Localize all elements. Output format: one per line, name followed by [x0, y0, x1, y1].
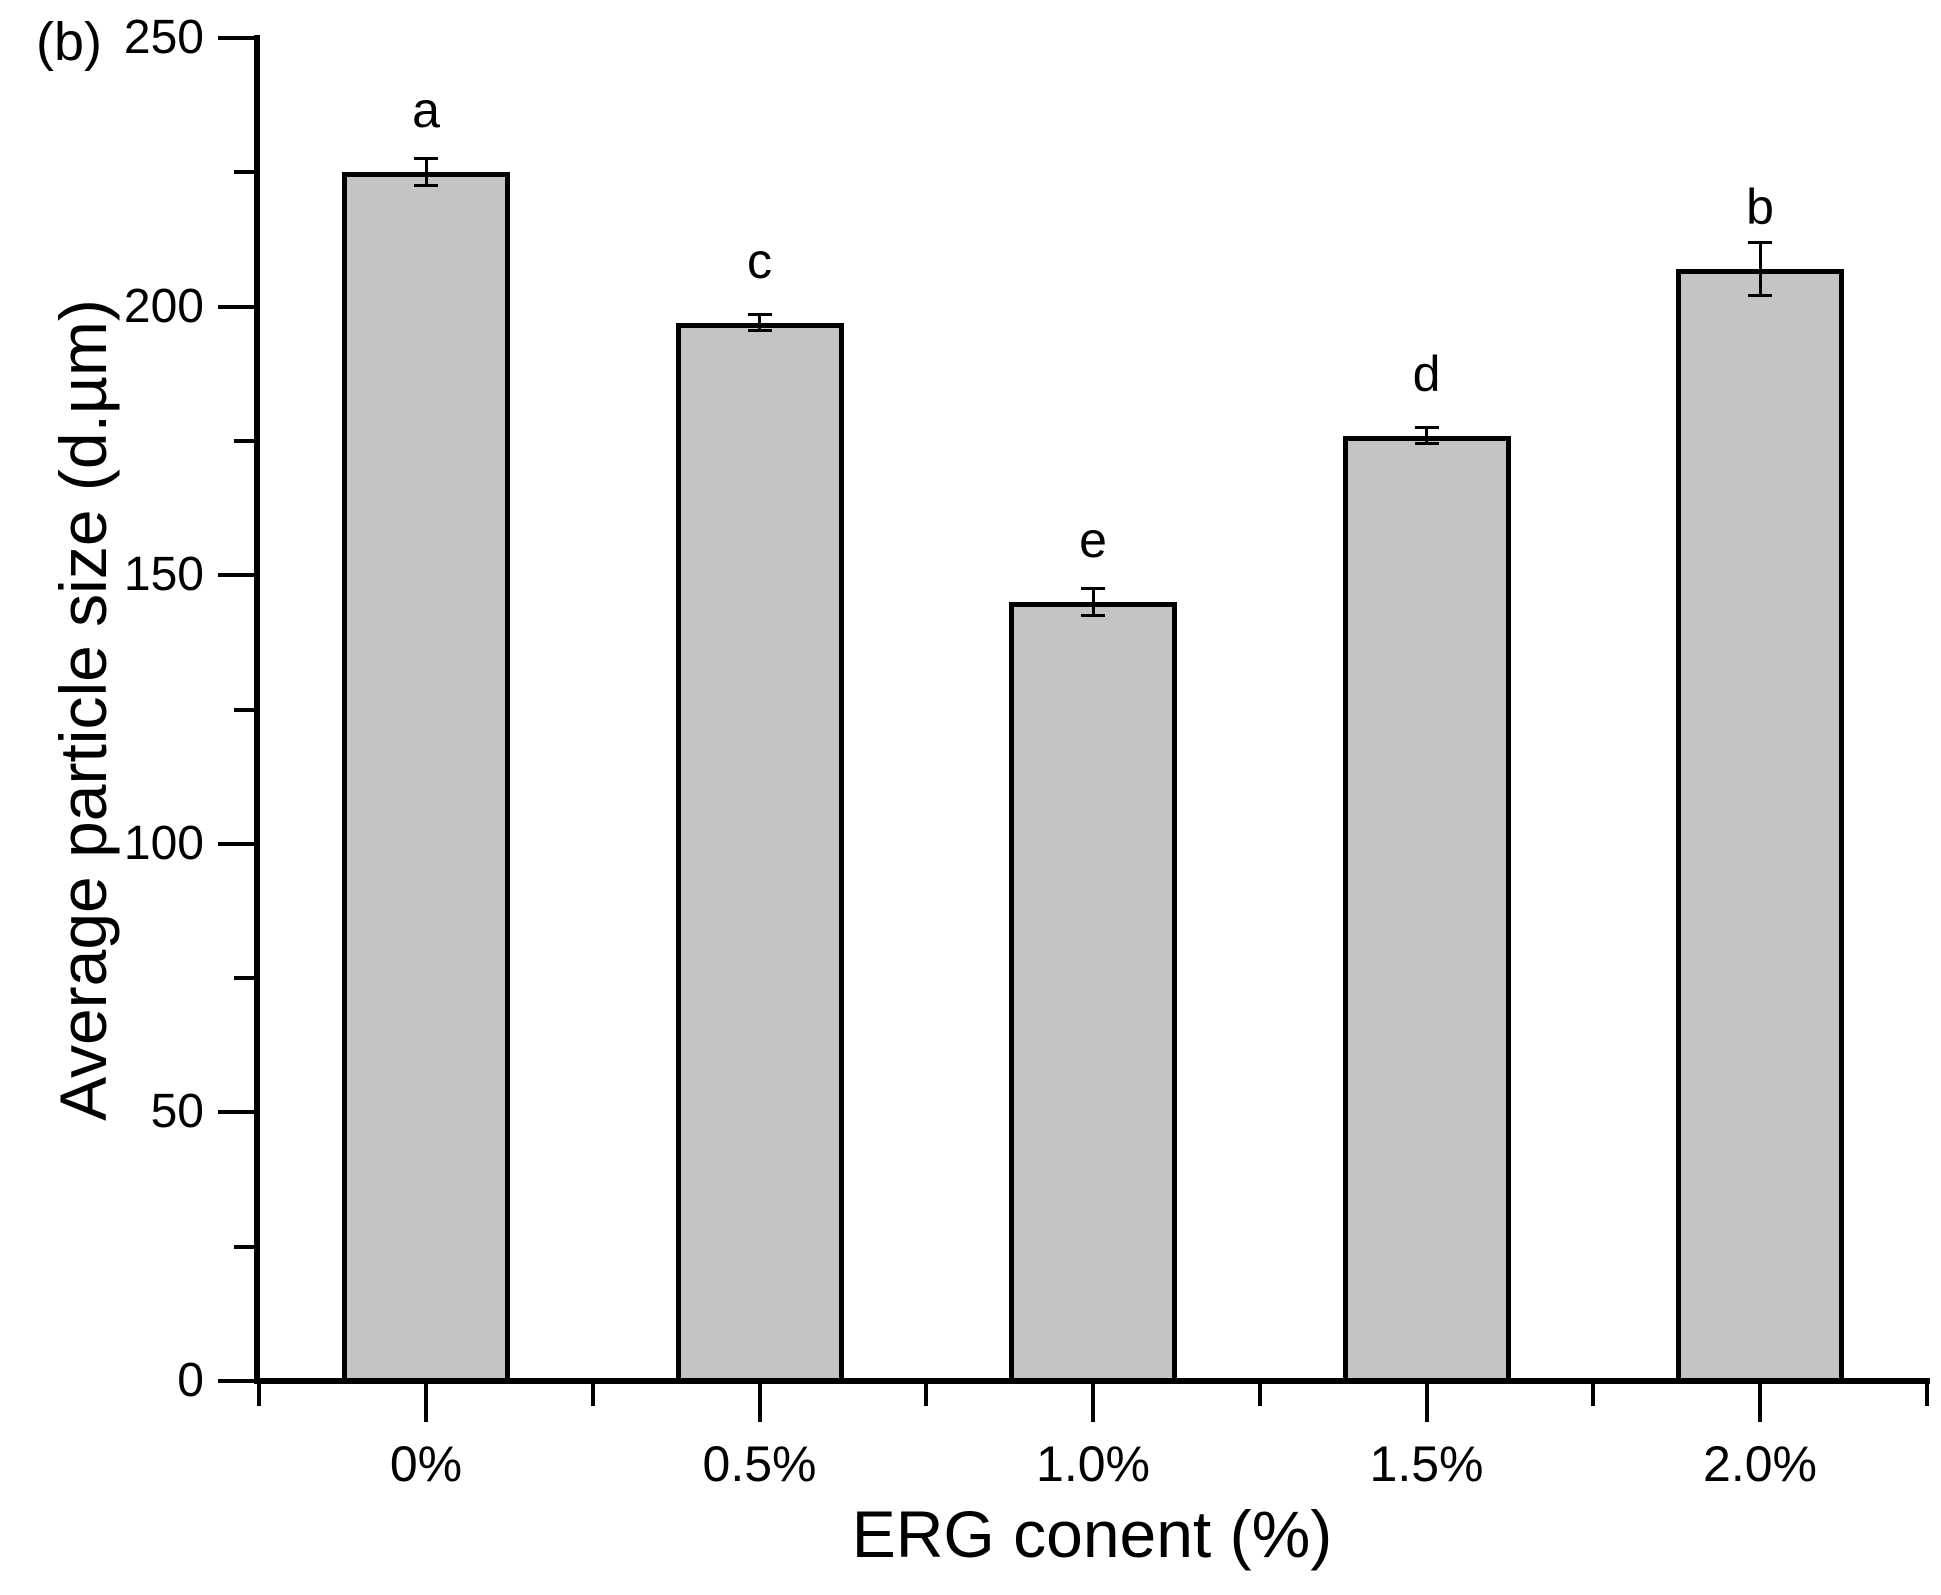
y-minor-tick [234, 1244, 254, 1249]
error-bar-cap-top [747, 313, 772, 317]
y-minor-tick [234, 707, 254, 712]
error-bar-cap-top [1414, 425, 1439, 429]
error-bar-cap-top [1081, 587, 1105, 591]
bar [1009, 602, 1177, 1384]
error-bar-line [1758, 242, 1762, 296]
bar [675, 322, 844, 1384]
y-tick-label: 150 [123, 548, 204, 602]
x-axis-line [254, 1378, 1930, 1384]
y-tick-label: 100 [123, 816, 204, 870]
y-minor-tick [234, 976, 254, 981]
x-minor-tick [1924, 1384, 1929, 1406]
significance-letter: e [1079, 512, 1107, 569]
y-major-tick [218, 841, 254, 846]
x-minor-tick [924, 1384, 929, 1406]
error-bar-cap-top [1748, 240, 1772, 244]
x-major-tick [1424, 1384, 1429, 1422]
x-axis-title: ERG conent (%) [851, 1497, 1333, 1571]
error-bar-line [1091, 588, 1095, 616]
y-major-tick [218, 1110, 254, 1115]
y-axis-line [254, 35, 260, 1384]
error-bar-cap-bottom [414, 184, 438, 188]
bar [342, 172, 510, 1384]
error-bar-cap-bottom [747, 329, 772, 333]
y-tick-label: 50 [150, 1085, 204, 1139]
x-tick-label: 1.5% [1369, 1436, 1484, 1492]
x-minor-tick [257, 1384, 262, 1406]
error-bar-cap-bottom [1414, 442, 1439, 446]
significance-letter: b [1746, 178, 1774, 235]
y-minor-tick [234, 438, 254, 443]
x-minor-tick [1257, 1384, 1262, 1406]
error-bar-line [758, 314, 761, 331]
bar [1676, 268, 1844, 1384]
significance-letter: c [747, 232, 772, 289]
y-tick-label: 250 [123, 11, 204, 64]
y-tick-label: 200 [123, 279, 204, 333]
significance-letter: a [412, 82, 440, 139]
error-bar-line [424, 158, 428, 186]
y-major-tick [218, 36, 254, 40]
figure-panel-label: (b) [36, 12, 102, 72]
error-bar-cap-bottom [1081, 613, 1105, 617]
x-major-tick [757, 1384, 762, 1422]
y-major-tick [218, 304, 254, 309]
y-major-tick [218, 1379, 254, 1383]
bar [1342, 435, 1511, 1384]
x-major-tick [1758, 1384, 1762, 1422]
x-major-tick [1091, 1384, 1095, 1422]
x-major-tick [424, 1384, 428, 1422]
y-minor-tick [234, 170, 254, 175]
x-tick-label: 0.5% [702, 1436, 817, 1492]
x-minor-tick [1591, 1384, 1596, 1406]
x-tick-label: 0% [389, 1436, 463, 1492]
y-tick-label: 0 [177, 1354, 204, 1407]
significance-letter: d [1412, 345, 1441, 402]
error-bar-line [1425, 427, 1428, 444]
x-tick-label: 2.0% [1703, 1436, 1817, 1492]
error-bar-cap-top [414, 157, 438, 161]
y-major-tick [218, 573, 254, 578]
x-tick-label: 1.0% [1036, 1436, 1150, 1492]
x-minor-tick [590, 1384, 595, 1406]
error-bar-cap-bottom [1748, 294, 1772, 298]
